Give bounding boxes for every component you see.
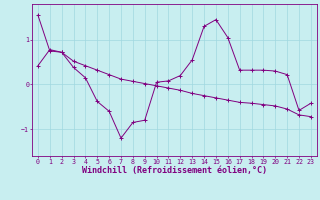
X-axis label: Windchill (Refroidissement éolien,°C): Windchill (Refroidissement éolien,°C)	[82, 166, 267, 175]
